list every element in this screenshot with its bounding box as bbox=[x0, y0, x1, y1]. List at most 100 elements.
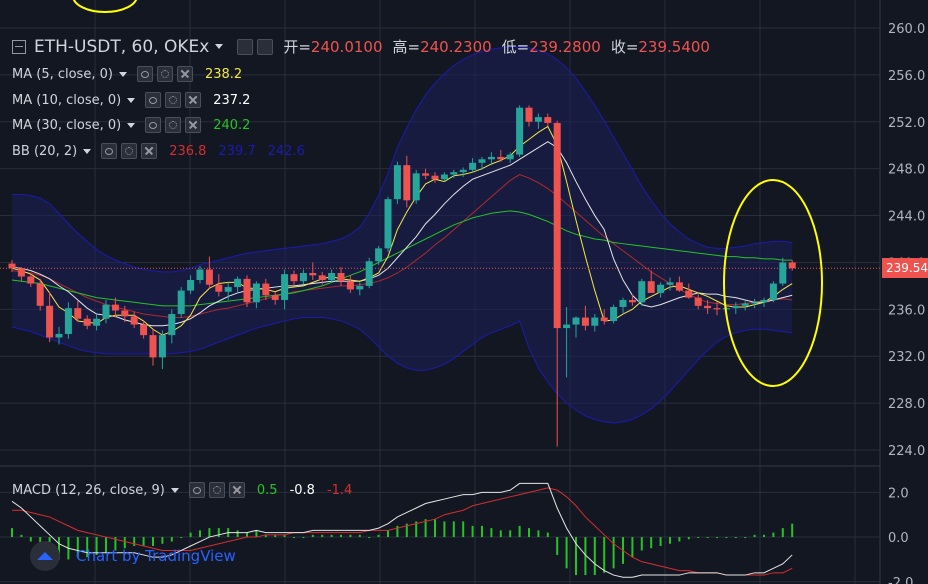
candle-up bbox=[299, 272, 307, 282]
macd-histogram-bar bbox=[246, 532, 248, 538]
candle-up bbox=[187, 280, 195, 291]
candle-down bbox=[788, 262, 796, 269]
macd-histogram-bar bbox=[161, 537, 164, 544]
macd-histogram-bar bbox=[434, 519, 436, 538]
gear-icon[interactable] bbox=[156, 66, 173, 82]
candle-down bbox=[290, 274, 298, 282]
macd-label[interactable]: MACD (12, 26, close, 9) bbox=[12, 482, 165, 498]
candle-up bbox=[469, 162, 477, 170]
macd-tick-label: 2.0 bbox=[888, 486, 909, 501]
chevron-down-icon[interactable] bbox=[118, 71, 127, 77]
macd-histogram-bar bbox=[575, 537, 577, 576]
macd-histogram-bar bbox=[687, 537, 690, 540]
macd-histogram-bar bbox=[744, 537, 747, 539]
tradingview-brand[interactable]: Chart by TradingView bbox=[30, 541, 236, 571]
candle-up bbox=[769, 283, 777, 300]
candle-up bbox=[168, 314, 176, 336]
bb-legend: BB (20, 2) 236.8 239.7 242.6 bbox=[12, 143, 305, 159]
candle-up bbox=[478, 159, 486, 163]
macd-histogram-bar bbox=[791, 523, 794, 538]
candle-down bbox=[422, 173, 430, 176]
bb-label[interactable]: BB (20, 2) bbox=[12, 143, 78, 159]
chevron-down-icon[interactable] bbox=[127, 97, 136, 103]
macd-histogram-bar bbox=[612, 537, 615, 569]
chevron-down-icon[interactable] bbox=[170, 487, 179, 493]
macd-histogram-bar bbox=[358, 534, 361, 538]
eye-icon[interactable] bbox=[145, 92, 162, 108]
candle-up bbox=[177, 290, 185, 315]
candle-up bbox=[55, 333, 63, 338]
macd-histogram-bar bbox=[490, 528, 493, 538]
ma10-line bbox=[11, 141, 793, 327]
macd-histogram-bar bbox=[76, 537, 79, 558]
macd-histogram-bar bbox=[58, 537, 60, 560]
price-tick-label: 236.0 bbox=[888, 303, 925, 318]
eye-icon[interactable] bbox=[101, 143, 118, 159]
macd-histogram-bar bbox=[274, 534, 277, 538]
candle-down bbox=[553, 122, 561, 329]
price-tick-label: 256.0 bbox=[888, 69, 925, 84]
macd-histogram-bar bbox=[678, 537, 681, 542]
candle-down bbox=[403, 165, 411, 201]
macd-histogram-bar bbox=[95, 537, 98, 555]
candle-up bbox=[591, 317, 599, 326]
candle-down bbox=[262, 283, 270, 296]
macd-tick-label: 0.0 bbox=[888, 531, 909, 546]
candle-down bbox=[149, 335, 157, 358]
macd-histogram-bar bbox=[528, 528, 530, 538]
close-icon[interactable] bbox=[176, 66, 193, 82]
macd-histogram-bar bbox=[584, 537, 587, 576]
macd-line-value: -0.8 bbox=[289, 482, 315, 498]
eye-icon[interactable] bbox=[188, 482, 205, 498]
eye-icon[interactable] bbox=[136, 66, 153, 82]
candle-down bbox=[525, 107, 533, 122]
ma10-value: 237.2 bbox=[213, 92, 251, 108]
macd-histogram-bar bbox=[443, 521, 446, 538]
bb-upper-line bbox=[12, 46, 793, 273]
candle-up bbox=[487, 156, 495, 160]
gear-icon[interactable] bbox=[208, 482, 225, 498]
highlight-ellipse-top bbox=[72, 0, 138, 13]
eye-icon[interactable] bbox=[237, 38, 254, 55]
macd-histogram-bar bbox=[481, 525, 483, 538]
close-icon[interactable] bbox=[141, 143, 158, 159]
candle-up bbox=[252, 283, 260, 303]
macd-histogram-bar bbox=[565, 537, 568, 569]
close-icon[interactable] bbox=[185, 92, 202, 108]
macd-histogram-bar bbox=[340, 534, 342, 538]
candle-up bbox=[741, 303, 749, 306]
chevron-down-icon[interactable] bbox=[127, 122, 136, 128]
macd-histogram-bar bbox=[706, 537, 709, 539]
collapse-icon[interactable] bbox=[12, 39, 26, 54]
close-icon[interactable] bbox=[228, 482, 245, 498]
candle-down bbox=[647, 281, 655, 293]
price-tick-label: 244.0 bbox=[888, 210, 925, 225]
gear-icon[interactable] bbox=[121, 143, 138, 159]
candle-up bbox=[751, 302, 759, 304]
candle-down bbox=[36, 283, 44, 306]
ma10-label[interactable]: MA (10, close, 0) bbox=[12, 92, 122, 108]
candle-down bbox=[74, 308, 82, 319]
symbol-title[interactable]: ETH-USDT, 60, OKEx bbox=[34, 36, 210, 57]
gear-icon[interactable] bbox=[165, 117, 182, 133]
candle-down bbox=[675, 282, 683, 291]
ma5-label[interactable]: MA (5, close, 0) bbox=[12, 66, 113, 82]
ma30-label[interactable]: MA (30, close, 0) bbox=[12, 117, 122, 133]
candle-up bbox=[638, 281, 646, 303]
close-icon[interactable] bbox=[185, 117, 202, 133]
eye-icon[interactable] bbox=[145, 117, 162, 133]
gear-icon[interactable] bbox=[165, 92, 182, 108]
macd-histogram-bar bbox=[377, 534, 380, 538]
macd-histogram-bar bbox=[330, 534, 333, 538]
gear-icon[interactable] bbox=[257, 38, 274, 55]
chevron-down-icon[interactable] bbox=[83, 148, 92, 154]
candle-down bbox=[713, 308, 721, 310]
chevron-down-icon[interactable] bbox=[215, 44, 224, 49]
macd-histogram-bar bbox=[452, 521, 455, 538]
macd-histogram-bar bbox=[349, 534, 352, 538]
candle-up bbox=[459, 169, 467, 173]
macd-legend: MACD (12, 26, close, 9) 0.5 -0.8 -1.4 bbox=[12, 482, 352, 498]
candle-up bbox=[506, 154, 514, 160]
